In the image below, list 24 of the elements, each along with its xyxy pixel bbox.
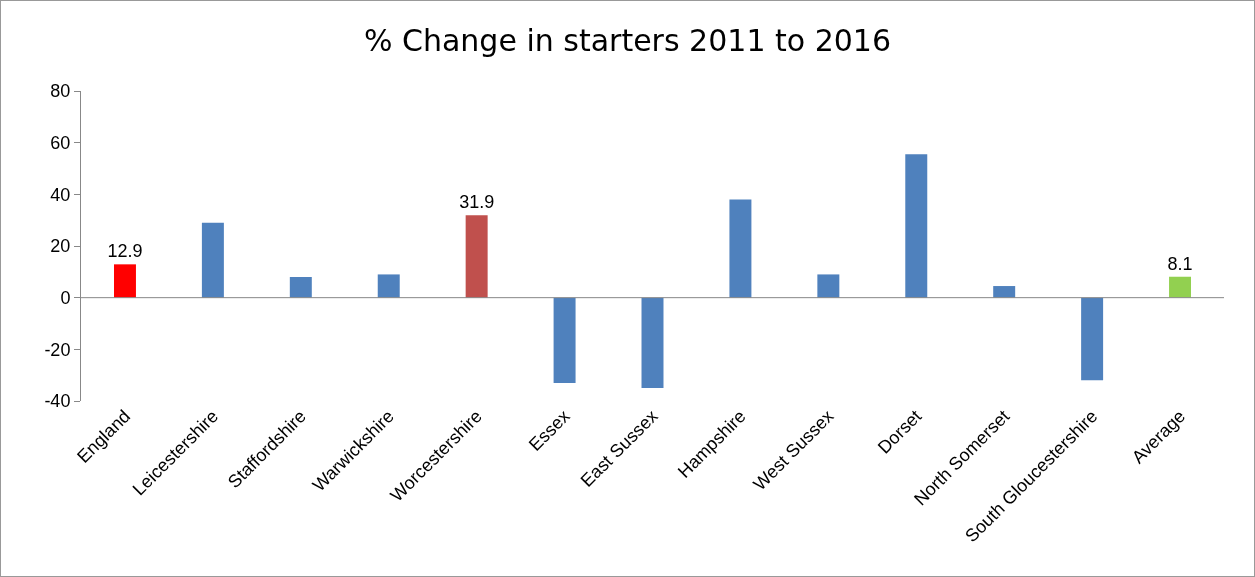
y-tick-label: 0 [60, 287, 71, 308]
bar [113, 264, 136, 298]
bar [993, 286, 1016, 298]
chart-title: % Change in starters 2011 to 2016 [363, 22, 892, 58]
bar [553, 297, 576, 383]
y-tick-label: -20 [44, 339, 71, 360]
bar [1169, 276, 1192, 298]
y-tick-label: 20 [50, 236, 71, 257]
bar [641, 297, 664, 389]
bar [905, 154, 928, 298]
bar [377, 274, 400, 298]
data-label: 31.9 [459, 192, 495, 213]
bar [1081, 297, 1104, 381]
data-label: 8.1 [1167, 253, 1193, 274]
bar [465, 215, 488, 298]
bar [729, 199, 752, 298]
y-tick-label: 80 [50, 81, 71, 102]
y-tick-label: 60 [50, 132, 71, 153]
bar [201, 222, 224, 298]
bar [289, 277, 312, 298]
y-tick-label: -40 [44, 391, 71, 412]
y-tick-label: 40 [50, 184, 71, 205]
bar [817, 274, 840, 298]
data-label: 12.9 [107, 241, 143, 262]
